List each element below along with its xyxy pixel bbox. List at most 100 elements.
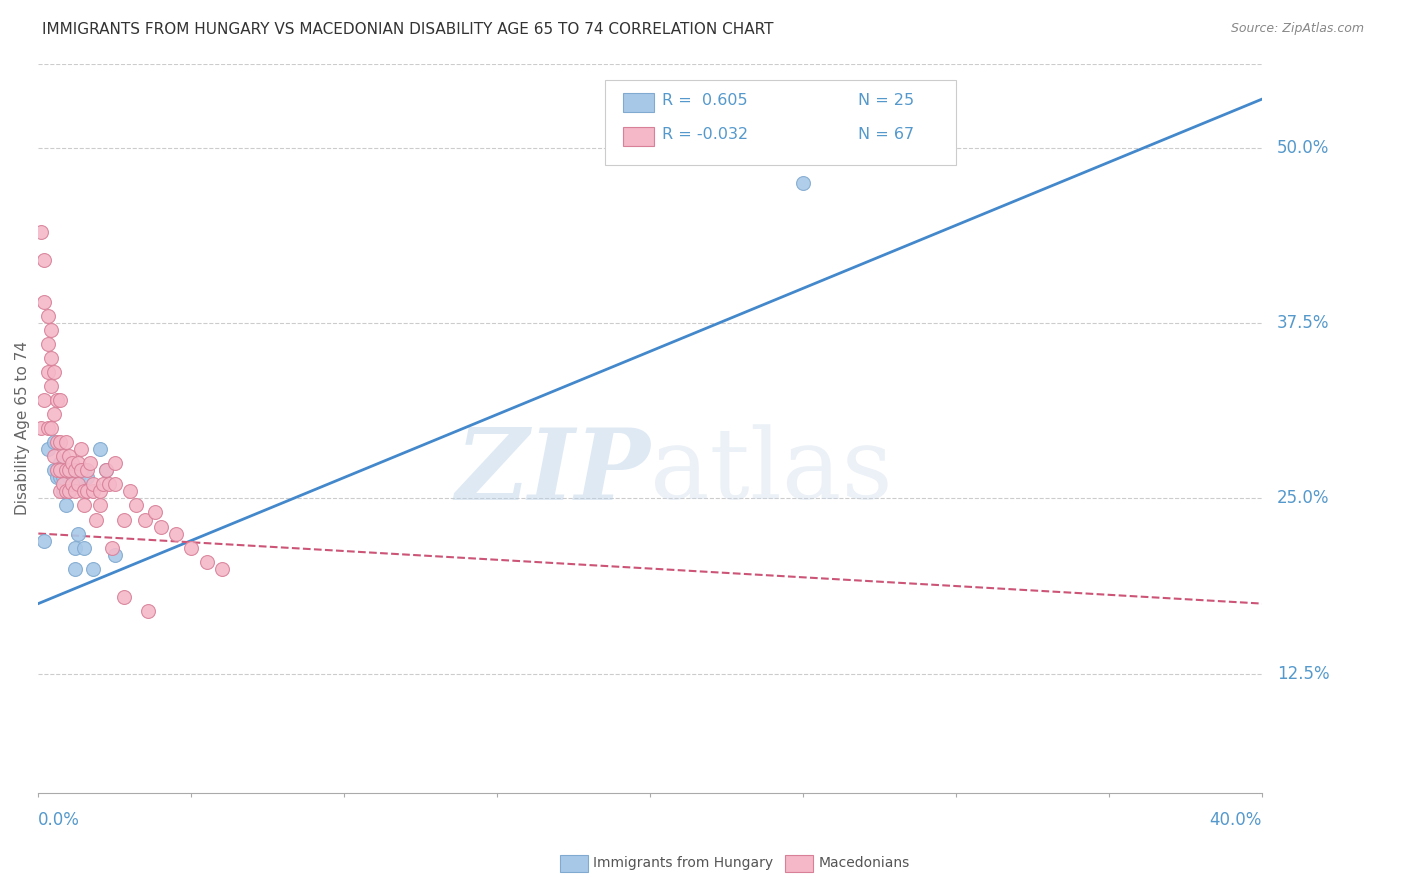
Point — [58, 484, 80, 499]
Point — [48, 470, 70, 484]
Point — [55, 499, 77, 513]
Point — [104, 548, 127, 562]
Point — [143, 506, 166, 520]
Point — [86, 512, 108, 526]
Text: 37.5%: 37.5% — [1277, 314, 1329, 333]
Point — [792, 176, 814, 190]
Point — [67, 477, 90, 491]
Point — [89, 499, 111, 513]
Point — [37, 365, 59, 379]
Point — [48, 457, 70, 471]
Point — [48, 435, 70, 450]
Point — [112, 590, 135, 604]
Point — [37, 442, 59, 457]
Point — [60, 457, 83, 471]
Point — [79, 457, 101, 471]
Point — [45, 463, 67, 477]
Point — [149, 519, 172, 533]
Point — [58, 463, 80, 477]
Y-axis label: Disability Age 65 to 74: Disability Age 65 to 74 — [15, 342, 30, 516]
Point — [180, 541, 202, 555]
Point — [52, 470, 75, 484]
Point — [63, 484, 86, 499]
Point — [104, 457, 127, 471]
Point — [125, 499, 148, 513]
Point — [104, 477, 127, 491]
Point — [34, 253, 56, 268]
Point — [42, 365, 65, 379]
Point — [30, 421, 52, 435]
Point — [37, 421, 59, 435]
Point — [70, 463, 93, 477]
Text: Source: ZipAtlas.com: Source: ZipAtlas.com — [1230, 22, 1364, 36]
Point — [34, 393, 56, 408]
Point — [58, 450, 80, 464]
Point — [42, 463, 65, 477]
Point — [76, 470, 98, 484]
Point — [52, 477, 75, 491]
Point — [42, 408, 65, 422]
Point — [30, 225, 52, 239]
Text: atlas: atlas — [650, 425, 893, 520]
Point — [165, 526, 187, 541]
Point — [45, 393, 67, 408]
Point — [39, 379, 62, 393]
Point — [48, 463, 70, 477]
Point — [58, 484, 80, 499]
Point — [67, 470, 90, 484]
Point — [52, 484, 75, 499]
Text: 0.0%: 0.0% — [38, 811, 80, 829]
Point — [42, 435, 65, 450]
Point — [91, 477, 114, 491]
Text: N = 67: N = 67 — [858, 128, 914, 142]
Point — [97, 477, 120, 491]
Point — [34, 295, 56, 310]
Text: 25.0%: 25.0% — [1277, 490, 1329, 508]
Point — [55, 484, 77, 499]
Point — [112, 512, 135, 526]
Point — [45, 435, 67, 450]
Point — [55, 435, 77, 450]
Point — [94, 463, 117, 477]
Text: Macedonians: Macedonians — [818, 856, 910, 871]
Point — [39, 323, 62, 337]
Point — [52, 450, 75, 464]
Point — [73, 484, 96, 499]
Point — [73, 541, 96, 555]
Point — [37, 337, 59, 351]
Point — [120, 484, 142, 499]
Point — [82, 477, 104, 491]
Point — [89, 484, 111, 499]
Text: 12.5%: 12.5% — [1277, 665, 1329, 682]
Point — [39, 421, 62, 435]
Point — [55, 463, 77, 477]
Point — [63, 463, 86, 477]
Point — [63, 541, 86, 555]
Text: R =  0.605: R = 0.605 — [662, 94, 748, 108]
Point — [73, 463, 96, 477]
Point — [211, 561, 233, 575]
Text: 40.0%: 40.0% — [1209, 811, 1263, 829]
Point — [134, 512, 156, 526]
Point — [100, 541, 122, 555]
Text: Immigrants from Hungary: Immigrants from Hungary — [593, 856, 773, 871]
Point — [73, 499, 96, 513]
Point — [37, 310, 59, 324]
Point — [76, 484, 98, 499]
Point — [94, 463, 117, 477]
Point — [195, 555, 218, 569]
Point — [67, 526, 90, 541]
Text: R = -0.032: R = -0.032 — [662, 128, 748, 142]
Point — [82, 484, 104, 499]
Point — [39, 351, 62, 366]
Point — [48, 393, 70, 408]
Point — [45, 470, 67, 484]
Point — [48, 484, 70, 499]
Point — [67, 457, 90, 471]
Point — [138, 604, 160, 618]
Text: IMMIGRANTS FROM HUNGARY VS MACEDONIAN DISABILITY AGE 65 TO 74 CORRELATION CHART: IMMIGRANTS FROM HUNGARY VS MACEDONIAN DI… — [42, 22, 773, 37]
Text: N = 25: N = 25 — [858, 94, 914, 108]
Point — [60, 477, 83, 491]
Point — [58, 470, 80, 484]
Point — [82, 561, 104, 575]
